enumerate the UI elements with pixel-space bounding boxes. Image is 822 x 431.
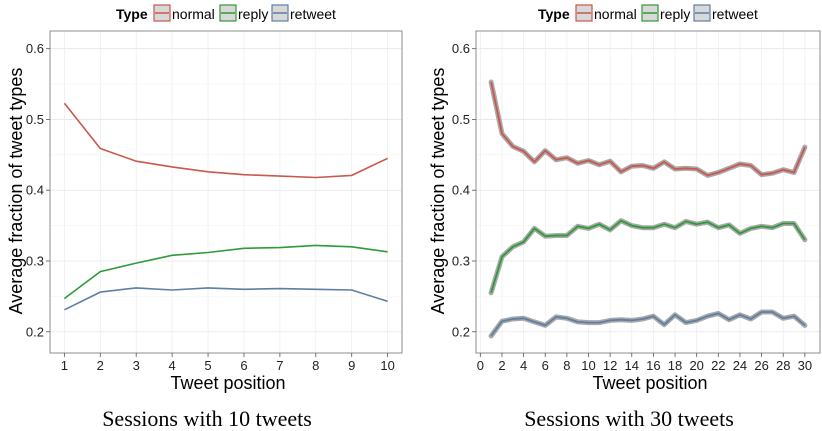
legend-label-retweet: retweet [712, 6, 758, 22]
x-tick-label: 28 [776, 358, 790, 373]
y-tick-label: 0.3 [26, 254, 44, 269]
x-tick-label: 3 [133, 358, 140, 373]
x-tick-label: 8 [563, 358, 570, 373]
legend-label-reply: reply [238, 6, 268, 22]
x-tick-label: 22 [711, 358, 725, 373]
x-tick-label: 6 [542, 358, 549, 373]
y-tick-label: 0.6 [26, 41, 44, 56]
x-tick-label: 12 [603, 358, 617, 373]
x-tick-label: 10 [380, 358, 394, 373]
y-tick-label: 0.4 [452, 183, 470, 198]
series-line-normal [490, 81, 806, 177]
plot-area: 0.20.30.40.50.60 2 4 6 8 10 12 14 16 18 20 22 24 26 28… [452, 30, 821, 373]
legend-title: Type [538, 6, 570, 22]
figure-caption: Sessions with 30 tweets [524, 406, 734, 431]
x-tick-label: 14 [625, 358, 639, 373]
x-tick-label: 4 [169, 358, 176, 373]
y-axis-label: Average fraction of tweet types [6, 68, 26, 315]
y-tick-label: 0.2 [452, 324, 470, 339]
panel-border [49, 30, 403, 354]
chart-panel-30-tweets: Type normal reply retweet 0.2 0.3 0.4 0.5 0.… [428, 4, 821, 431]
figure-caption: Sessions with 10 tweets [102, 406, 312, 431]
legend-label-retweet: retweet [290, 6, 336, 22]
series-line-reply [63, 244, 388, 300]
x-tick-label: 9 [348, 358, 355, 373]
x-tick-label: 0 [477, 358, 484, 373]
y-tick-label: 0.5 [26, 112, 44, 127]
x-tick-label: 26 [754, 358, 768, 373]
legend: Type normal reply retweet [116, 4, 336, 22]
series-line-retweet [64, 287, 388, 311]
x-tick-label: 24 [733, 358, 747, 373]
x-tick-label: 16 [646, 358, 660, 373]
series-line-retweet [490, 311, 806, 337]
series-band-normal [488, 79, 808, 178]
y-tick-label: 0.3 [452, 254, 470, 269]
legend-title: Type [116, 6, 148, 22]
x-tick-label: 10 [581, 358, 595, 373]
chart-panel-10-tweets: Type normal reply retweet 0.20.30.40.50.… [6, 4, 403, 431]
legend-label-reply: reply [660, 6, 690, 22]
x-tick-label: 30 [798, 358, 812, 373]
x-tick-label: 1 [61, 358, 68, 373]
x-axis-label: Tweet position [592, 373, 707, 393]
y-tick-label: 0.2 [26, 324, 44, 339]
y-axis-label: Average fraction of tweet types [428, 68, 448, 315]
plot-area: 0.2 0.3 0.4 0.5 0.6 1 2 3 4 5 6 7 8 9 10 [26, 30, 403, 373]
x-tick-label: 2 [97, 358, 104, 373]
x-axis-label: Tweet position [170, 373, 285, 393]
x-tick-label: 4 [520, 358, 527, 373]
legend-label-normal: normal [172, 6, 215, 22]
y-tick-label: 0.6 [452, 41, 470, 56]
series-line-normal [63, 102, 388, 179]
x-tick-label: 6 [240, 358, 247, 373]
x-tick-label: 7 [276, 358, 283, 373]
x-tick-label: 18 [668, 358, 682, 373]
legend-label-normal: normal [594, 6, 637, 22]
x-tick-label: 20 [689, 358, 703, 373]
legend: Type normal reply retweet [538, 4, 758, 22]
x-tick-label: 5 [204, 358, 211, 373]
y-tick-label: 0.4 [26, 183, 44, 198]
x-tick-label: 2 [498, 358, 505, 373]
x-tick-label: 8 [312, 358, 319, 373]
panel-border [475, 30, 821, 354]
series-line-reply [490, 219, 806, 294]
y-tick-label: 0.5 [452, 112, 470, 127]
